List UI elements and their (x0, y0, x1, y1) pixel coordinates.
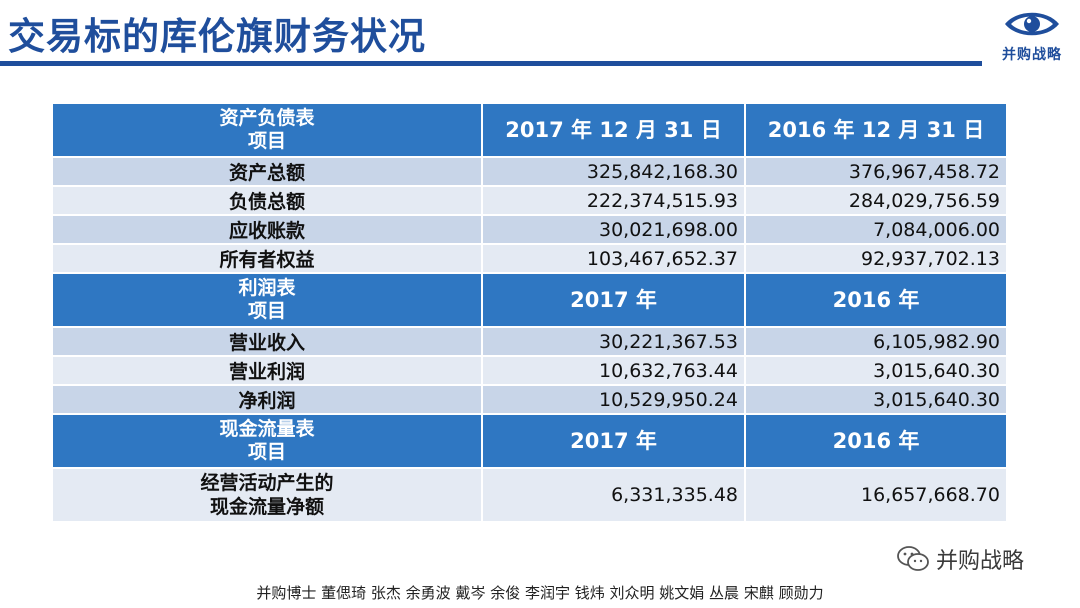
value-2017: 30,221,367.53 (481, 326, 746, 357)
row-label: 营业利润 (51, 355, 483, 386)
value-2016: 16,657,668.70 (744, 467, 1008, 523)
column-header-year-1: 2017 年 (481, 272, 746, 328)
title-underline (0, 61, 982, 66)
value-2017: 30,021,698.00 (481, 214, 746, 245)
logo-text: 并购战略 (1002, 47, 1062, 63)
table-row: 资产总额 325,842,168.30 376,967,458.72 (51, 156, 1008, 187)
financial-table: 资产负债表 项目 2017 年 12 月 31 日 2016 年 12 月 31… (51, 102, 1008, 523)
value-2017: 222,374,515.93 (481, 185, 746, 216)
table-row: 营业利润 10,632,763.44 3,015,640.30 (51, 355, 1008, 386)
table-row: 负债总额 222,374,515.93 284,029,756.59 (51, 185, 1008, 216)
row-label: 负债总额 (51, 185, 483, 216)
row-label: 营业收入 (51, 326, 483, 357)
value-2017: 103,467,652.37 (481, 243, 746, 274)
value-2016: 7,084,006.00 (744, 214, 1008, 245)
page-title: 交易标的库伦旗财务状况 (8, 15, 426, 58)
table-row: 营业收入 30,221,367.53 6,105,982.90 (51, 326, 1008, 357)
watermark-text: 并购战略 (936, 549, 1025, 574)
value-2017: 6,331,335.48 (481, 467, 746, 523)
author-credits: 并购博士 董偲琦 张杰 余勇波 戴岑 余俊 李润宇 钱炜 刘众明 姚文娟 丛晨 … (256, 584, 824, 602)
value-2017: 10,529,950.24 (481, 384, 746, 415)
section-title: 利润表 项目 (51, 272, 483, 328)
value-2016: 284,029,756.59 (744, 185, 1008, 216)
value-2016: 3,015,640.30 (744, 384, 1008, 415)
table-row: 应收账款 30,021,698.00 7,084,006.00 (51, 214, 1008, 245)
value-2016: 92,937,702.13 (744, 243, 1008, 274)
section-header-balance-sheet: 资产负债表 项目 2017 年 12 月 31 日 2016 年 12 月 31… (51, 102, 1008, 158)
table-row: 所有者权益 103,467,652.37 92,937,702.13 (51, 243, 1008, 274)
value-2016: 6,105,982.90 (744, 326, 1008, 357)
row-label: 资产总额 (51, 156, 483, 187)
row-label: 经营活动产生的 现金流量净额 (51, 467, 483, 523)
row-label: 净利润 (51, 384, 483, 415)
column-header-year-1: 2017 年 12 月 31 日 (481, 102, 746, 158)
wechat-watermark: 并购战略 (896, 543, 1024, 575)
value-2016: 376,967,458.72 (744, 156, 1008, 187)
column-header-year-2: 2016 年 (744, 413, 1008, 469)
section-title: 资产负债表 项目 (51, 102, 483, 158)
eye-icon (1005, 12, 1059, 36)
column-header-year-2: 2016 年 (744, 272, 1008, 328)
column-header-year-2: 2016 年 12 月 31 日 (744, 102, 1008, 158)
section-title: 现金流量表 项目 (51, 413, 483, 469)
column-header-year-1: 2017 年 (481, 413, 746, 469)
table-row: 经营活动产生的 现金流量净额 6,331,335.48 16,657,668.7… (51, 467, 1008, 523)
row-label: 所有者权益 (51, 243, 483, 274)
section-header-cash-flow: 现金流量表 项目 2017 年 2016 年 (51, 413, 1008, 469)
section-header-income-statement: 利润表 项目 2017 年 2016 年 (51, 272, 1008, 328)
row-label: 应收账款 (51, 214, 483, 245)
value-2017: 325,842,168.30 (481, 156, 746, 187)
table-row: 净利润 10,529,950.24 3,015,640.30 (51, 384, 1008, 415)
value-2017: 10,632,763.44 (481, 355, 746, 386)
value-2016: 3,015,640.30 (744, 355, 1008, 386)
wechat-icon (897, 546, 929, 571)
brand-logo: 并购战略 (990, 6, 1074, 70)
